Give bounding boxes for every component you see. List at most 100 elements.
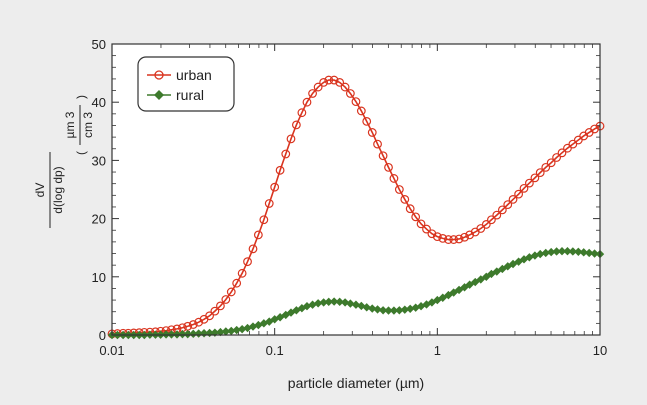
data-point-rural: [373, 305, 382, 314]
data-point-urban: [275, 165, 285, 175]
data-point-rural: [514, 257, 523, 266]
data-point-urban: [297, 108, 307, 118]
data-point-urban: [546, 158, 556, 168]
data-point-urban: [210, 306, 220, 316]
data-point-urban: [590, 124, 599, 134]
data-point-urban: [335, 78, 345, 87]
y-label-numerator: dV: [33, 183, 47, 198]
data-point-rural: [351, 300, 361, 309]
data-point-urban: [535, 168, 545, 178]
data-point-rural: [405, 304, 415, 314]
x-tick-label: 10: [593, 343, 607, 358]
data-point-urban: [324, 75, 334, 85]
data-point-urban: [492, 210, 502, 220]
data-point-urban: [568, 139, 578, 149]
data-point-rural: [178, 329, 187, 339]
y-label-paren-open: (: [74, 151, 88, 155]
data-point-rural: [389, 306, 399, 315]
series-layer: [107, 75, 605, 340]
data-point-urban: [270, 182, 280, 192]
data-point-rural: [368, 304, 377, 313]
data-point-rural: [319, 298, 328, 307]
legend-item-rural: rural: [147, 87, 204, 103]
data-point-urban: [259, 215, 269, 225]
data-point-urban: [237, 268, 247, 278]
legend: urban rural: [137, 56, 235, 112]
y-tick-label: 0: [99, 328, 106, 343]
data-point-urban: [497, 205, 507, 215]
data-point-urban: [384, 162, 393, 172]
data-point-rural: [232, 325, 241, 335]
data-point-urban: [438, 233, 448, 243]
x-tick-label: 1: [434, 343, 441, 358]
data-point-urban: [340, 82, 350, 92]
data-point-urban: [405, 204, 415, 214]
data-point-rural: [378, 306, 388, 315]
y-tick-label: 10: [92, 270, 106, 285]
data-point-rural: [563, 246, 572, 256]
data-point-urban: [519, 183, 529, 193]
legend-rural-label: rural: [176, 87, 204, 103]
data-point-urban: [319, 78, 329, 87]
data-point-urban: [503, 200, 513, 210]
data-point-rural: [216, 327, 225, 337]
data-point-rural: [546, 247, 556, 257]
tick-labels: 0.01 0.1 1 10 0 10 20 30 40 50: [92, 37, 608, 358]
x-axis-label: particle diameter (µm): [288, 375, 424, 391]
legend-urban-marker: [154, 70, 164, 80]
data-point-rural: [237, 324, 247, 334]
data-point-rural: [568, 247, 578, 256]
data-point-rural: [362, 303, 371, 312]
data-point-urban: [508, 194, 518, 204]
data-point-rural: [221, 327, 231, 336]
data-point-urban: [302, 97, 312, 107]
y-axis-label: dV d(log dp) ( µm 3 cm 3 ): [33, 95, 95, 228]
data-point-rural: [324, 297, 333, 307]
data-point-urban: [291, 120, 301, 130]
x-tick-label: 0.01: [99, 343, 124, 358]
data-point-urban: [253, 230, 263, 240]
y-tick-label: 50: [92, 37, 106, 52]
data-point-urban: [541, 162, 551, 172]
data-point-urban: [281, 149, 291, 159]
data-point-urban: [367, 128, 377, 137]
data-point-rural: [557, 246, 567, 256]
y-label-unit-numerator: µm 3: [63, 111, 77, 138]
y-label-paren-close: ): [74, 95, 88, 99]
data-point-rural: [519, 255, 529, 264]
data-point-urban: [514, 189, 524, 199]
legend-urban-label: urban: [176, 67, 212, 83]
data-point-urban: [524, 178, 534, 188]
data-point-urban: [400, 194, 410, 204]
data-point-rural: [194, 329, 203, 338]
data-point-urban: [232, 278, 242, 288]
data-point-urban: [205, 311, 214, 321]
data-point-urban: [552, 153, 561, 162]
data-point-urban: [329, 75, 339, 85]
data-point-rural: [183, 329, 192, 339]
data-point-urban: [308, 89, 317, 98]
data-point-urban: [411, 212, 421, 222]
data-point-urban: [487, 215, 496, 225]
data-point-rural: [536, 249, 545, 259]
data-point-urban: [243, 257, 252, 267]
data-point-urban: [427, 229, 437, 239]
data-point-rural: [508, 259, 518, 269]
y-tick-label: 30: [92, 153, 106, 168]
data-point-rural: [579, 248, 588, 257]
data-point-rural: [552, 247, 561, 256]
series-rural: [107, 246, 605, 340]
data-point-urban: [362, 117, 372, 126]
data-point-urban: [351, 97, 361, 107]
data-point-urban: [422, 224, 431, 234]
data-point-urban: [188, 320, 198, 329]
data-point-urban: [394, 185, 404, 194]
data-point-urban: [264, 199, 274, 208]
y-label-denominator: d(log dp): [51, 166, 65, 213]
x-tick-label: 0.1: [266, 343, 284, 358]
data-point-rural: [346, 299, 355, 308]
data-point-urban: [460, 232, 469, 242]
data-point-rural: [584, 248, 594, 258]
data-point-rural: [590, 249, 599, 258]
